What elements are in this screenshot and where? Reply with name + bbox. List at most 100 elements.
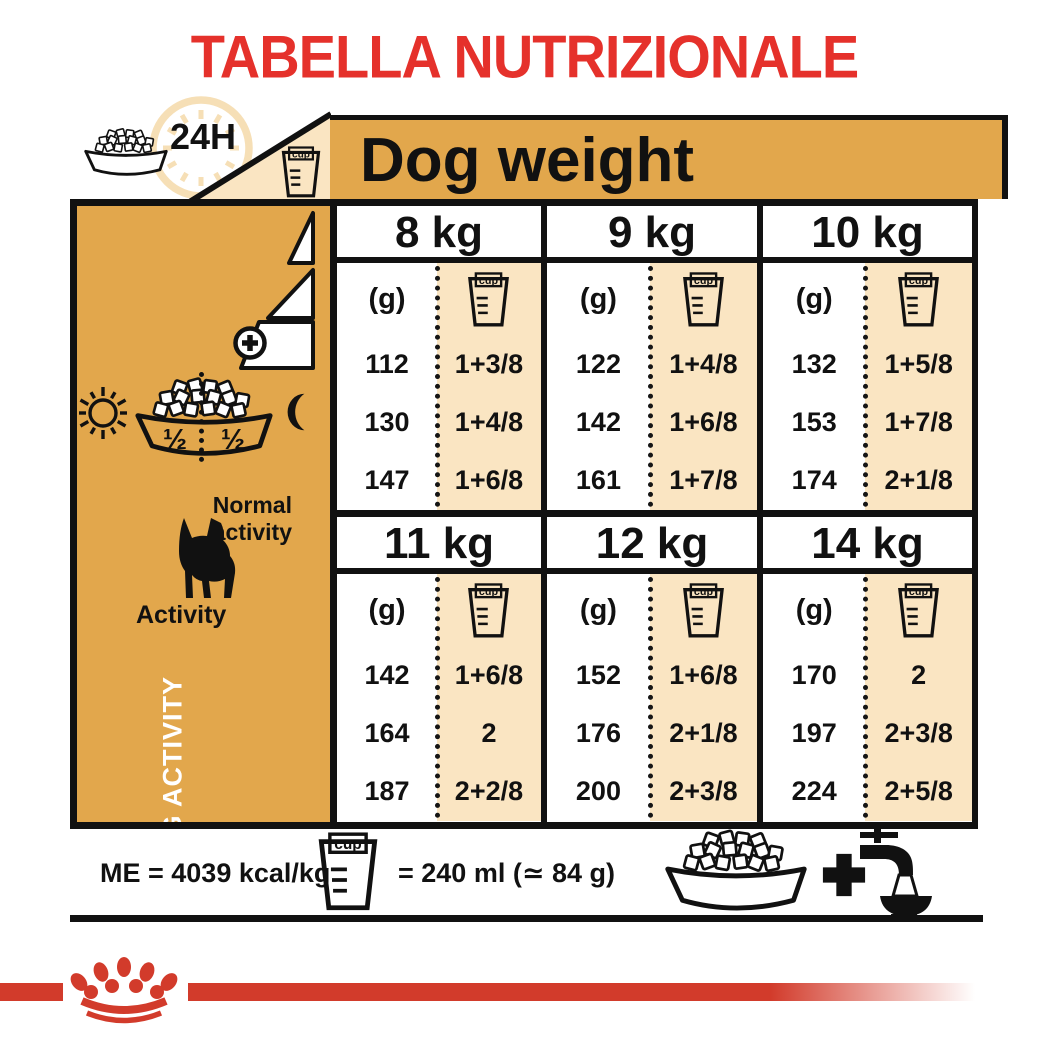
cup-value: 1+7/8 — [669, 464, 738, 495]
cup-value: 1+6/8 — [454, 464, 524, 495]
weight-header: 12 kg — [547, 517, 757, 574]
diagonal-panel — [181, 111, 331, 206]
dog-activity-sidebar: ½ ½ DOG ACTIVITY Normal activity Activit… — [77, 206, 330, 879]
measuring-cup-icon — [466, 272, 511, 327]
grams-header: (g) — [579, 282, 617, 315]
cup-subcolumn-bg — [649, 574, 757, 821]
cup-value: 1+3/8 — [454, 348, 524, 379]
measuring-cup-icon — [280, 146, 322, 198]
table-border — [337, 510, 972, 517]
gram-value: 147 — [364, 464, 410, 495]
measuring-cup-icon — [896, 272, 941, 327]
table-row: 200 2+3/8 — [547, 762, 757, 820]
table-border — [541, 206, 547, 822]
table-border — [70, 199, 77, 829]
daily-ration-label: 24H — [170, 116, 237, 157]
half-ration-bowl-icon — [128, 374, 280, 461]
water-tap-icon — [860, 825, 932, 917]
gram-value: 130 — [364, 406, 410, 437]
footer-divider-line — [70, 915, 983, 922]
food-bowl-icon — [80, 126, 172, 179]
table-row: 153 1+7/8 — [763, 393, 972, 451]
gram-value: 170 — [791, 659, 837, 690]
dog-weight-label: Dog weight — [360, 126, 695, 195]
gram-value: 197 — [791, 717, 837, 748]
page-title: TABELLA NUTRIZIONALE — [190, 22, 859, 91]
table-row: 187 2+2/8 — [337, 762, 541, 820]
gram-value: 164 — [364, 717, 410, 748]
table-row: 164 2 — [337, 704, 541, 762]
weight-header: 9 kg — [547, 206, 757, 263]
subcolumn-dotted-divider — [863, 577, 869, 818]
subcolumn-dotted-divider — [647, 577, 653, 818]
measuring-cup-icon — [316, 832, 380, 911]
gram-value: 152 — [575, 659, 621, 690]
weight-column-11kg: 11 kg (g) 142 1+6/8 164 2 187 2+2/8 — [337, 517, 541, 821]
cup-value: 2 — [911, 659, 927, 690]
weight-column-12kg: 12 kg (g) 152 1+6/8 176 2+1/8 200 2+3/8 — [547, 517, 757, 821]
cup-value: 1+4/8 — [454, 406, 524, 437]
cup-equivalence-label: = 240 ml (≃ 84 g) — [398, 858, 615, 888]
cup-value: 1+6/8 — [669, 406, 738, 437]
table-border — [70, 199, 978, 206]
gram-value: 161 — [575, 464, 621, 495]
moon-icon — [287, 393, 305, 431]
cup-value: 2+5/8 — [884, 775, 953, 806]
table-border — [972, 206, 978, 822]
grams-header: (g) — [795, 282, 833, 315]
table-row: 130 1+4/8 — [337, 393, 541, 451]
table-row: 132 1+5/8 — [763, 335, 972, 393]
table-row: 176 2+1/8 — [547, 704, 757, 762]
weight-column-14kg: 14 kg (g) 170 2 197 2+3/8 224 2+5/8 — [763, 517, 972, 821]
grams-header: (g) — [368, 593, 406, 626]
table-row: 170 2 — [763, 646, 972, 704]
sun-icon — [79, 387, 127, 439]
weight-column-9kg: 9 kg (g) 122 1+4/8 142 1+6/8 161 1+7/8 — [547, 206, 757, 510]
table-row: 161 1+7/8 — [547, 451, 757, 509]
gram-value: 153 — [791, 406, 837, 437]
subcolumn-dotted-divider — [434, 577, 440, 818]
gram-value: 176 — [575, 717, 621, 748]
cup-value: 1+5/8 — [884, 348, 953, 379]
food-bowl-icon — [658, 826, 814, 916]
cup-subcolumn-bg — [649, 263, 757, 510]
table-border — [757, 206, 763, 822]
subcolumn-dotted-divider — [863, 266, 869, 507]
ramp-medium-icon — [266, 268, 315, 320]
gram-value: 112 — [365, 348, 409, 379]
cup-value: 2+2/8 — [454, 775, 524, 806]
gram-value: 200 — [575, 775, 621, 806]
gram-value: 142 — [364, 659, 410, 690]
dog-activity-vertical-label: DOG ACTIVITY — [157, 676, 188, 880]
cup-value: 2 — [481, 717, 497, 748]
cup-value: 1+4/8 — [669, 348, 738, 379]
cup-subcolumn-bg — [436, 263, 541, 510]
metabolizable-energy-label: ME = 4039 kcal/kg — [100, 858, 331, 888]
gram-value: 174 — [791, 464, 837, 495]
cup-subcolumn-bg — [436, 574, 541, 821]
weight-header: 10 kg — [763, 206, 972, 263]
brand-stripe-right — [188, 983, 975, 1001]
grams-header: (g) — [368, 282, 406, 315]
subcolumn-dotted-divider — [647, 266, 653, 507]
dog-weight-header: Dog weight — [330, 115, 1008, 199]
weight-column-8kg: 8 kg (g) 112 1+3/8 130 1+4/8 147 1+6/8 — [337, 206, 541, 510]
half-left-label: ½ — [162, 424, 188, 456]
cup-value: 2+3/8 — [669, 775, 738, 806]
weight-header: 11 kg — [337, 517, 541, 574]
table-border — [70, 822, 978, 829]
activity-ramp-icons — [233, 211, 315, 370]
brand-stripe-left — [0, 983, 63, 1001]
cup-value: 2+3/8 — [884, 717, 953, 748]
plus-icon — [822, 853, 866, 897]
half-divider-dotted-line — [199, 372, 204, 462]
normal-activity-label: Normal activity — [212, 492, 292, 545]
weight-header: 8 kg — [337, 206, 541, 263]
table-row: 142 1+6/8 — [547, 393, 757, 451]
gram-value: 187 — [364, 775, 410, 806]
table-row: 174 2+1/8 — [763, 451, 972, 509]
table-row: 112 1+3/8 — [337, 335, 541, 393]
table-row: 224 2+5/8 — [763, 762, 972, 820]
weight-column-10kg: 10 kg (g) 132 1+5/8 153 1+7/8 174 2+1/8 — [763, 206, 972, 510]
